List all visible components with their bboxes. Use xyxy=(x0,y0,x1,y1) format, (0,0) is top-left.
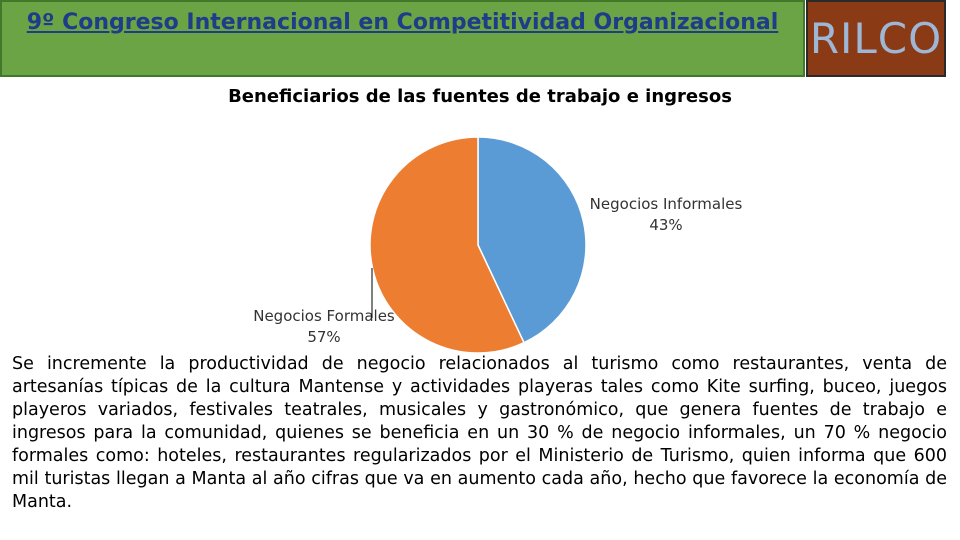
conference-title: 9º Congreso Internacional en Competitivi… xyxy=(26,10,779,35)
body-paragraph: Se incremente la productividad de negoci… xyxy=(12,354,947,512)
header-bar xyxy=(0,0,805,77)
pie-slice-negocios-informales xyxy=(477,136,587,344)
pie-slice-negocios-formales xyxy=(369,136,525,354)
brand-text: RILCO xyxy=(809,14,943,63)
chart-title: Beneficiarios de las fuentes de trabajo … xyxy=(228,86,732,107)
data-label-negocios-formales: Negocios Formales 57% xyxy=(253,307,395,346)
brand-logo: RILCO xyxy=(806,0,946,77)
data-label-negocios-informales: Negocios Informales 43% xyxy=(590,195,743,234)
